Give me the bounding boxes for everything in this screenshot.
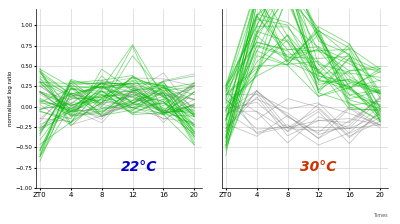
Text: 30°C: 30°C bbox=[300, 160, 336, 174]
Y-axis label: normalised log ratio: normalised log ratio bbox=[8, 71, 13, 126]
Text: 22°C: 22°C bbox=[121, 160, 157, 174]
Text: Times: Times bbox=[373, 213, 388, 218]
